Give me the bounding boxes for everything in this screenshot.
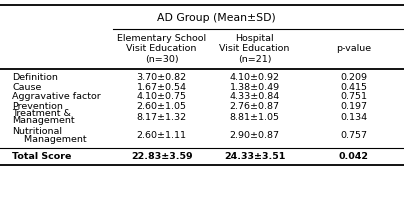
Text: Management: Management xyxy=(12,135,87,144)
Text: 0.757: 0.757 xyxy=(340,131,367,140)
Text: (n=21): (n=21) xyxy=(238,55,271,64)
Text: 2.60±1.05: 2.60±1.05 xyxy=(137,102,187,111)
Text: 0.042: 0.042 xyxy=(339,152,368,161)
Text: Cause: Cause xyxy=(12,83,42,92)
Text: 0.134: 0.134 xyxy=(340,113,367,122)
Text: Total Score: Total Score xyxy=(12,152,72,161)
Text: 8.81±1.05: 8.81±1.05 xyxy=(229,113,280,122)
Text: Visit Education: Visit Education xyxy=(126,45,197,53)
Text: Aggravative factor: Aggravative factor xyxy=(12,92,101,101)
Text: 1.38±0.49: 1.38±0.49 xyxy=(229,83,280,92)
Text: 0.209: 0.209 xyxy=(340,73,367,82)
Text: p-value: p-value xyxy=(336,45,371,53)
Text: 8.17±1.32: 8.17±1.32 xyxy=(137,113,187,122)
Text: Nutritional: Nutritional xyxy=(12,127,62,136)
Text: 2.60±1.11: 2.60±1.11 xyxy=(137,131,187,140)
Text: 4.10±0.75: 4.10±0.75 xyxy=(137,92,187,101)
Text: 3.70±0.82: 3.70±0.82 xyxy=(137,73,187,82)
Text: Elementary School: Elementary School xyxy=(117,34,206,43)
Text: 0.197: 0.197 xyxy=(340,102,367,111)
Text: 0.751: 0.751 xyxy=(340,92,367,101)
Text: 1.67±0.54: 1.67±0.54 xyxy=(137,83,187,92)
Text: Management: Management xyxy=(12,117,75,125)
Text: (n=30): (n=30) xyxy=(145,55,179,64)
Text: 22.83±3.59: 22.83±3.59 xyxy=(131,152,192,161)
Text: Definition: Definition xyxy=(12,73,58,82)
Text: 24.33±3.51: 24.33±3.51 xyxy=(224,152,285,161)
Text: 2.76±0.87: 2.76±0.87 xyxy=(229,102,280,111)
Text: 2.90±0.87: 2.90±0.87 xyxy=(229,131,280,140)
Text: 0.415: 0.415 xyxy=(340,83,367,92)
Text: Visit Education: Visit Education xyxy=(219,45,290,53)
Text: Treatment &: Treatment & xyxy=(12,109,71,118)
Text: AD Group (Mean±SD): AD Group (Mean±SD) xyxy=(157,13,276,23)
Text: Prevention: Prevention xyxy=(12,102,63,111)
Text: 4.33±0.84: 4.33±0.84 xyxy=(229,92,280,101)
Text: 4.10±0.92: 4.10±0.92 xyxy=(229,73,280,82)
Text: Hospital: Hospital xyxy=(235,34,274,43)
